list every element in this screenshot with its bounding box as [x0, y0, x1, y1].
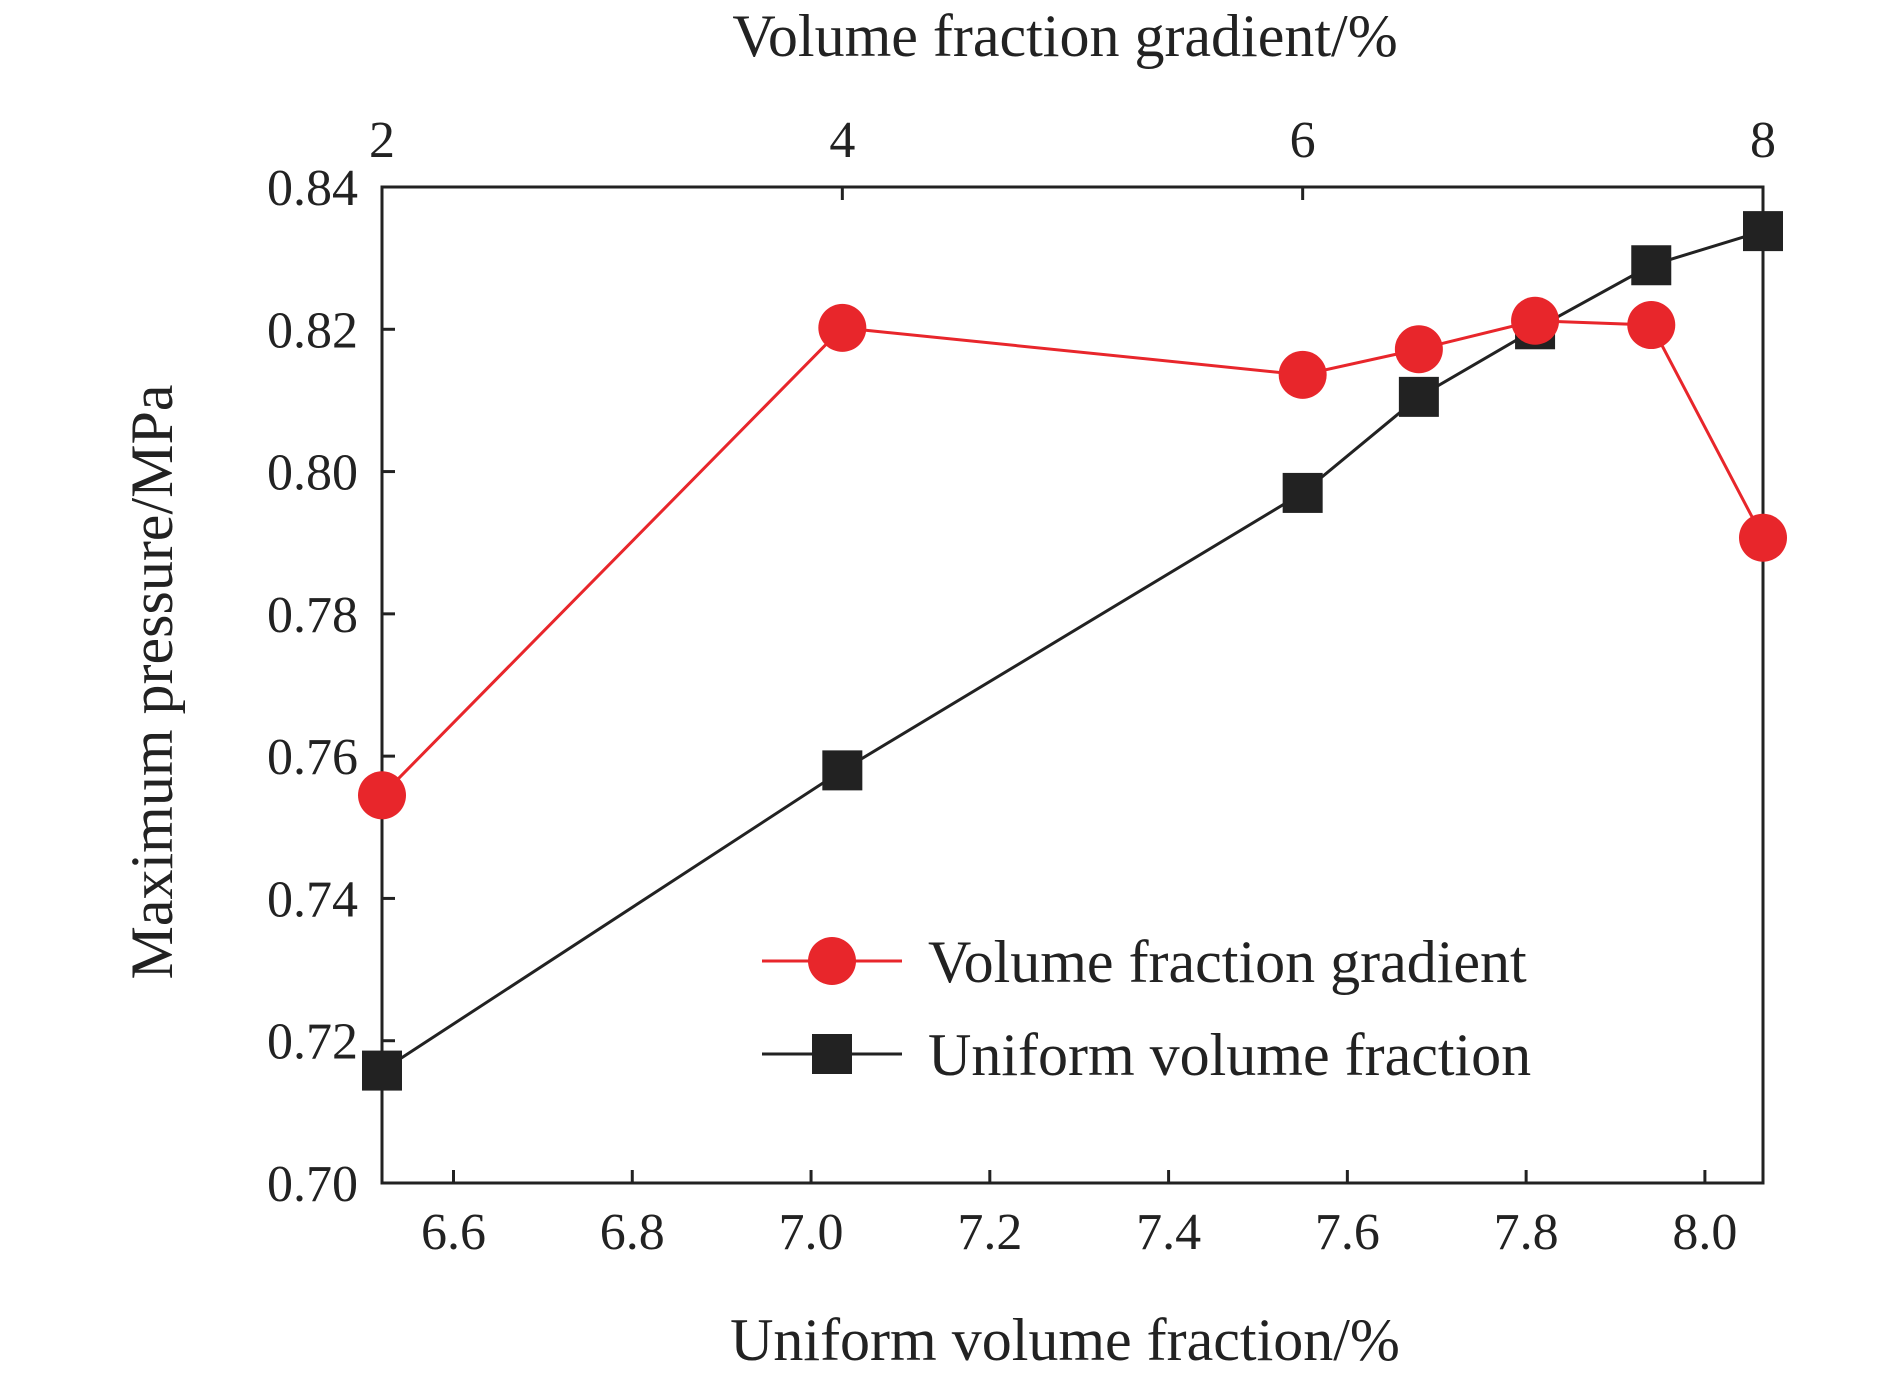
legend-item: Uniform volume fraction	[762, 1022, 1531, 1088]
y-axis-title: Maximum pressure/MPa	[119, 385, 185, 980]
y-tick-label: 0.80	[267, 445, 358, 502]
x-bottom-tick-label: 7.4	[1136, 1204, 1201, 1261]
data-point	[822, 750, 863, 791]
series-uniform	[362, 211, 1783, 1091]
x-bottom-tick-label: 8.0	[1672, 1204, 1737, 1261]
bottom-axis-title: Uniform volume fraction/%	[730, 1307, 1400, 1373]
data-point	[362, 1050, 402, 1091]
data-point	[1394, 325, 1443, 374]
data-point	[1278, 350, 1327, 399]
y-tick-label: 0.74	[267, 871, 358, 928]
legend-label: Volume fraction gradient	[928, 929, 1527, 995]
legend-item: Volume fraction gradient	[762, 929, 1527, 995]
data-point	[1743, 211, 1783, 252]
legend: Volume fraction gradient Uniform volume f…	[762, 929, 1531, 1088]
x-top-tick-label: 8	[1750, 112, 1776, 169]
y-tick-label: 0.76	[267, 729, 358, 786]
legend-label: Uniform volume fraction	[928, 1022, 1531, 1088]
x-bottom-tick-label: 6.6	[421, 1204, 486, 1261]
y-tick-label: 0.70	[267, 1156, 358, 1213]
axes: 0.70 0.72 0.74 0.76 0.78 0.80 0.82 0.84 6.6 6.8 7.…	[267, 112, 1776, 1261]
x-bottom-tick-label: 7.2	[957, 1204, 1022, 1261]
x-bottom-tick-label: 7.6	[1315, 1204, 1380, 1261]
series-layer	[358, 211, 1787, 1091]
top-axis-title: Volume fraction gradient/%	[732, 3, 1397, 69]
y-tick-label: 0.78	[267, 587, 358, 644]
data-point	[358, 771, 406, 820]
legend-marker	[808, 937, 856, 985]
legend-marker	[812, 1034, 852, 1074]
data-point	[1398, 376, 1439, 417]
data-point	[1631, 245, 1672, 286]
x-top-tick-label: 6	[1290, 112, 1316, 169]
y-tick-label: 0.84	[267, 160, 358, 217]
series-line	[380, 319, 1765, 797]
data-point	[1511, 296, 1560, 345]
data-point	[1739, 513, 1787, 562]
x-top-tick-label: 2	[369, 112, 395, 169]
data-point	[1627, 301, 1676, 350]
x-bottom-tick-label: 7.8	[1494, 1204, 1559, 1261]
x-bottom-tick-label: 7.0	[779, 1204, 844, 1261]
data-point	[818, 303, 867, 352]
plot-frame	[380, 185, 1765, 1185]
y-tick-label: 0.72	[267, 1014, 358, 1071]
series-gradient	[358, 296, 1787, 820]
x-bottom-tick-label: 6.8	[600, 1204, 665, 1261]
y-tick-label: 0.82	[267, 302, 358, 359]
x-top-tick-label: 4	[829, 112, 855, 169]
data-point	[1282, 472, 1323, 513]
